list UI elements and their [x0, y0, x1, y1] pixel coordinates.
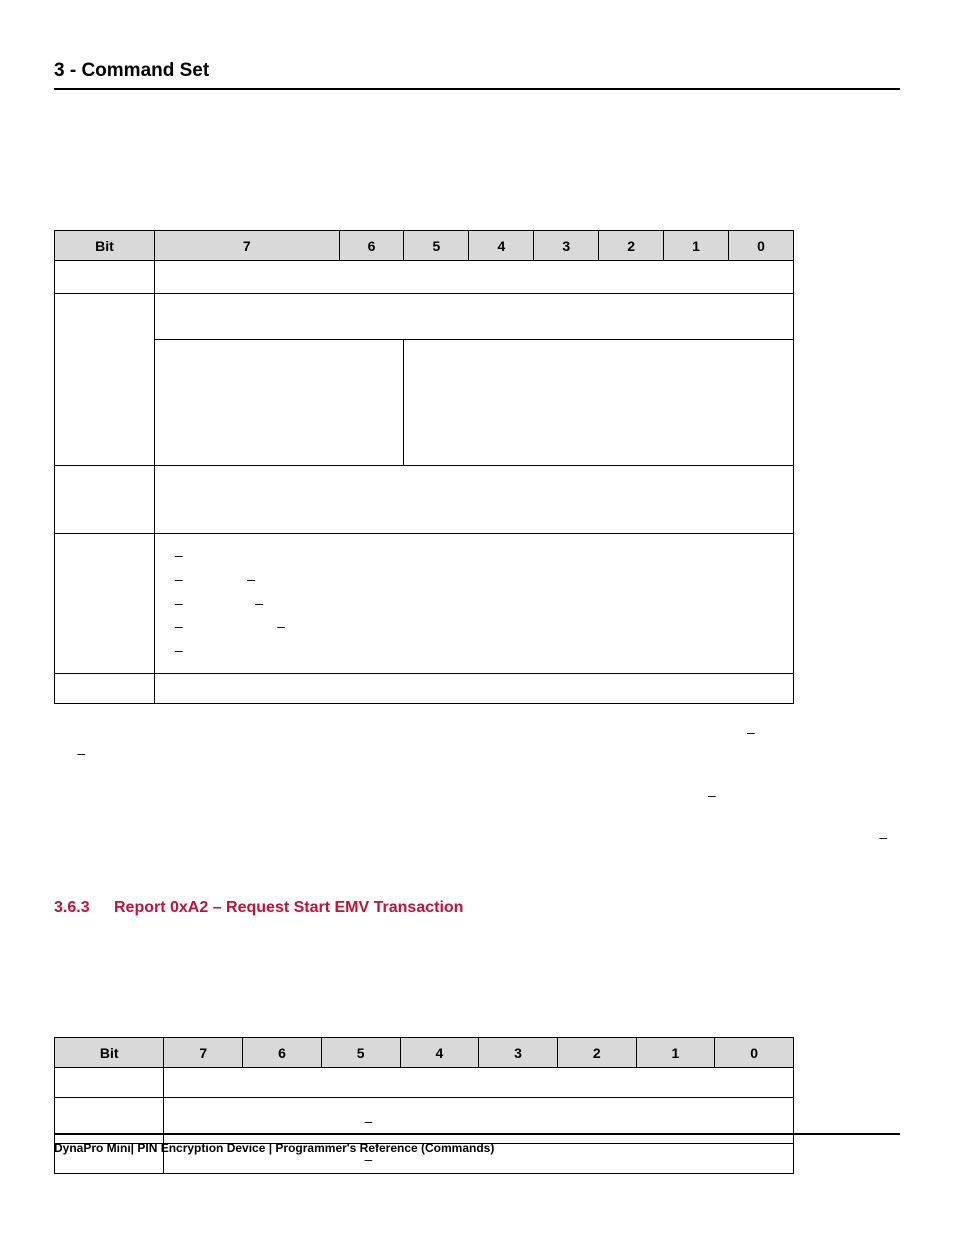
- t2-h-4: 4: [400, 1038, 479, 1068]
- t1-h-2: 2: [599, 231, 664, 261]
- t1-r1-label: [55, 261, 155, 294]
- t1-h-0: 0: [729, 231, 794, 261]
- t1-h-5: 5: [404, 231, 469, 261]
- t2-r1-label: [55, 1068, 164, 1098]
- t1-r5-label: [55, 674, 155, 704]
- t1-r2-label: [55, 294, 155, 466]
- subsection-heading: 3.6.3Report 0xA2 – Request Start EMV Tra…: [54, 899, 900, 917]
- dash-icon: –: [175, 592, 195, 616]
- t1-r4-val: – –– –– –– –: [154, 534, 793, 674]
- table-status-bits: Bit 7 6 5 4 3 2 1 0: [54, 230, 794, 704]
- dash-icon: –: [175, 615, 195, 639]
- t1-h-1: 1: [664, 231, 729, 261]
- t2-h-7: 7: [164, 1038, 243, 1068]
- dash-icon: –: [77, 745, 85, 761]
- t1-h-bit: Bit: [55, 231, 155, 261]
- subsection-title: Report 0xA2 – Request Start EMV Transact…: [114, 899, 463, 916]
- dash-icon: –: [747, 724, 755, 740]
- t1-r4-d3b: –: [195, 615, 285, 639]
- t1-h-3: 3: [534, 231, 599, 261]
- dash-icon: –: [364, 1113, 372, 1129]
- t1-r2b-left: [154, 340, 404, 466]
- t1-r1-val: [154, 261, 793, 294]
- t1-r4-label: [55, 534, 155, 674]
- t1-h-4: 4: [469, 231, 534, 261]
- dash-icon: –: [175, 544, 195, 568]
- section-header: 3 - Command Set: [54, 60, 900, 90]
- t2-h-3: 3: [479, 1038, 558, 1068]
- t1-r3-val: [154, 466, 793, 534]
- t1-r2a-val: [154, 294, 793, 340]
- dash-icon: –: [175, 568, 195, 592]
- t2-r1-val: [164, 1068, 794, 1098]
- t2-h-bit: Bit: [55, 1038, 164, 1068]
- t1-r2b-right: [404, 340, 794, 466]
- t1-h-7: 7: [154, 231, 339, 261]
- paragraph-block: aaaaaaaaaaaaaaaaaaaaaaaaaaaaaaaaaaaaaaaa…: [54, 722, 900, 869]
- t2-h-2: 2: [557, 1038, 636, 1068]
- page-footer: DynaPro Mini| PIN Encryption Device | Pr…: [54, 1133, 900, 1155]
- t2-h-0: 0: [715, 1038, 794, 1068]
- t1-r4-d1b: –: [195, 568, 255, 592]
- t2-h-1: 1: [636, 1038, 715, 1068]
- dash-icon: –: [708, 787, 716, 803]
- t2-h-6: 6: [243, 1038, 322, 1068]
- subsection-number: 3.6.3: [54, 899, 114, 917]
- t2-h-5: 5: [321, 1038, 400, 1068]
- t1-r3-label: [55, 466, 155, 534]
- t1-r5-val: [154, 674, 793, 704]
- t1-r4-d2b: –: [195, 592, 263, 616]
- dash-icon: –: [879, 829, 887, 845]
- t1-h-6: 6: [339, 231, 404, 261]
- dash-icon: –: [175, 639, 195, 663]
